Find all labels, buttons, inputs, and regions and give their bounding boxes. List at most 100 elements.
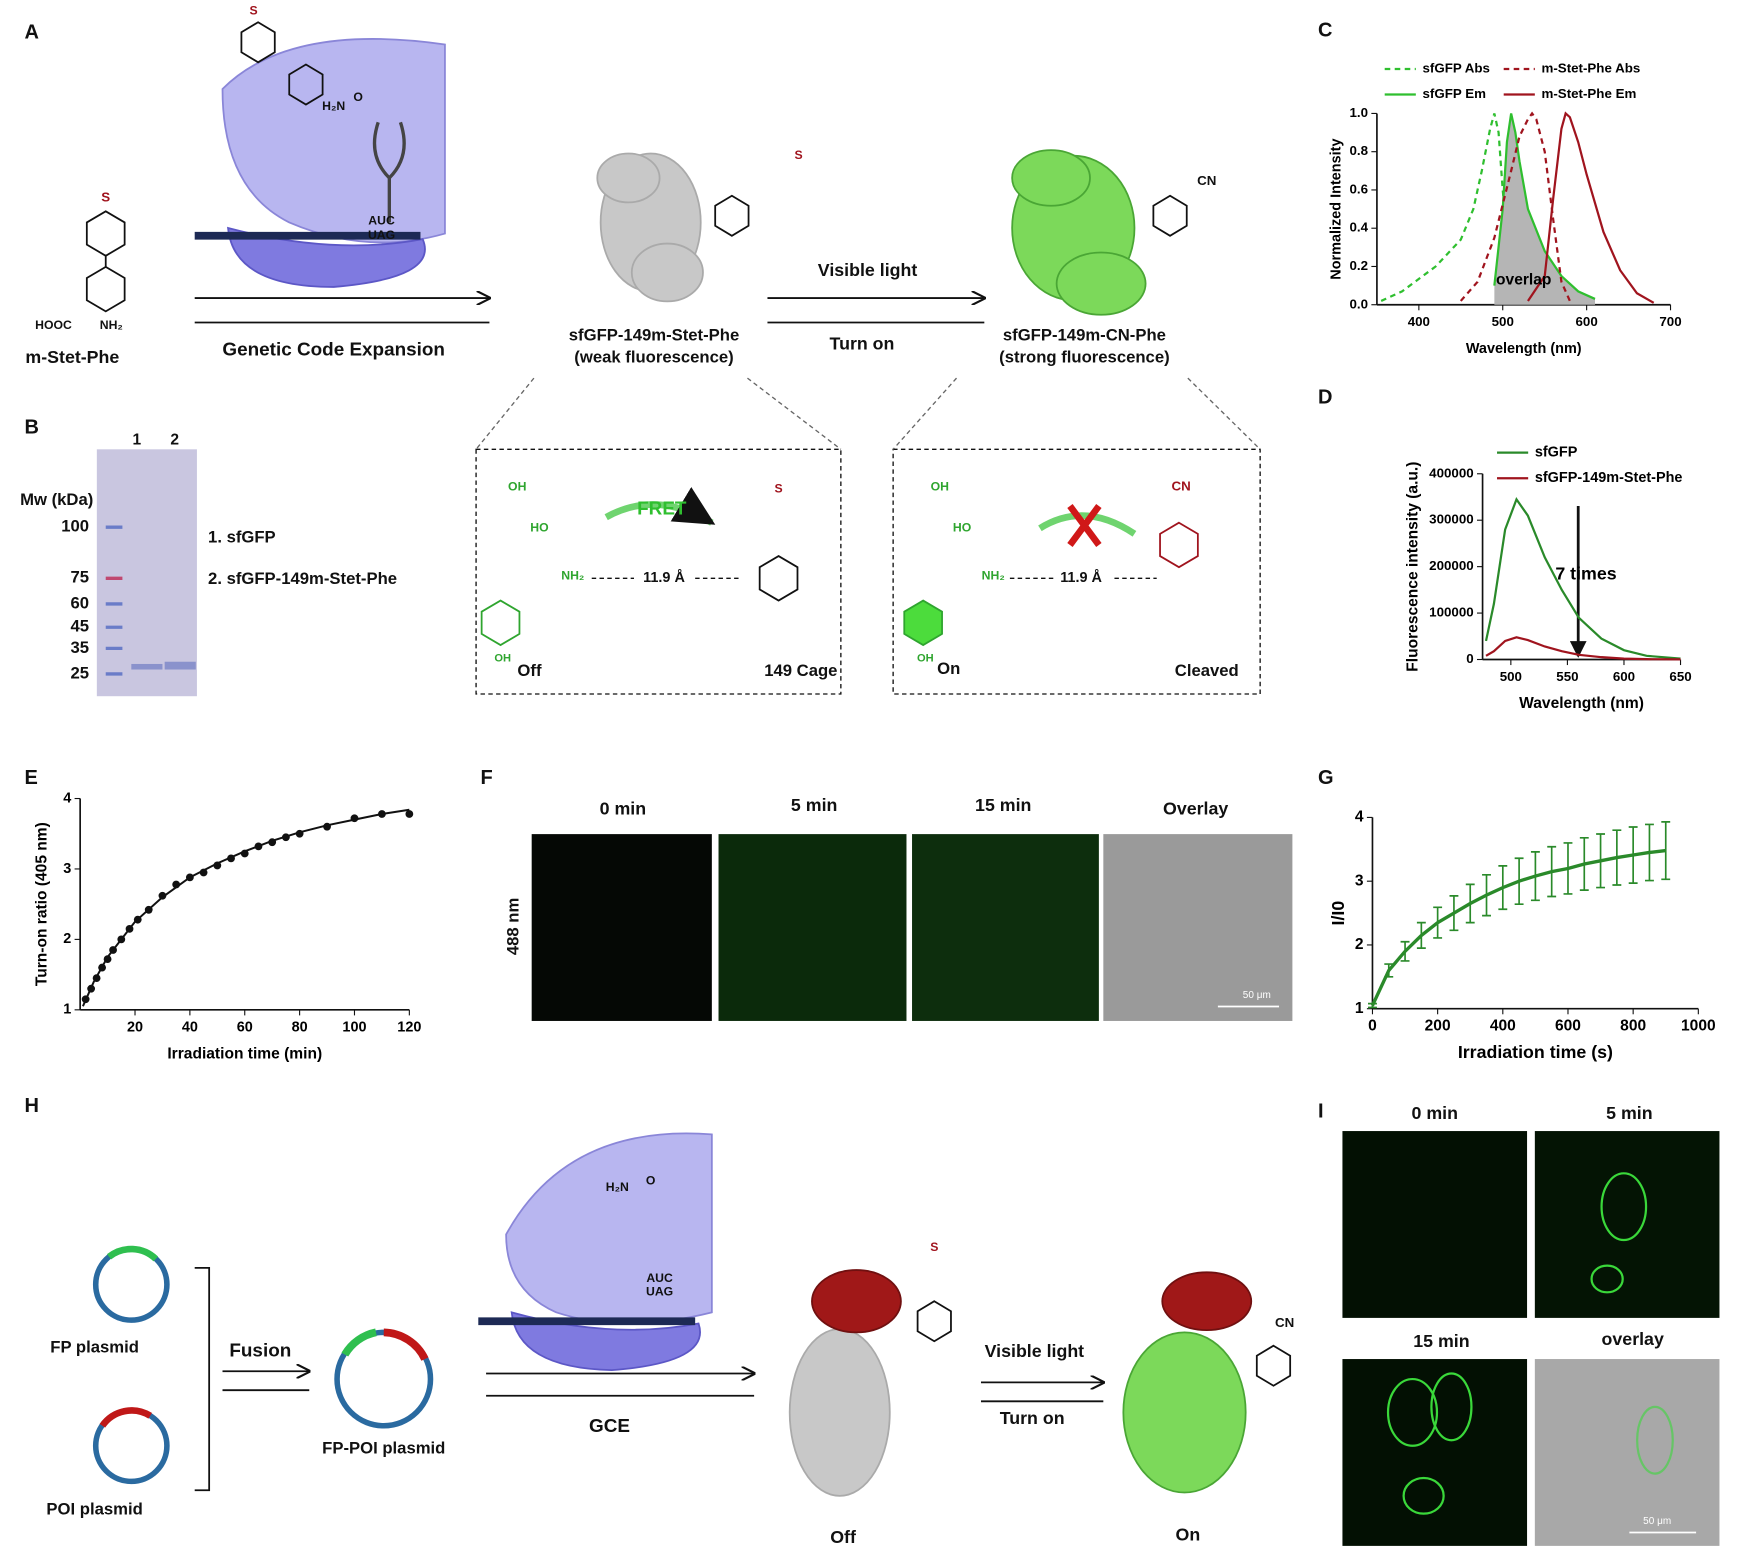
label: overlay (1602, 1329, 1664, 1349)
gel (96, 449, 197, 697)
y-tick-label: 400000 (1429, 465, 1473, 480)
x-tick-label: 500 (1492, 314, 1514, 329)
x-tick-label: 400 (1490, 1018, 1516, 1035)
label: Off (830, 1527, 856, 1547)
label: 2 (170, 432, 179, 449)
legend-label: m-Stet-Phe Em (1542, 86, 1637, 101)
x-tick-label: 500 (1500, 669, 1522, 684)
label: 75 (70, 568, 89, 587)
x-axis-label: Wavelength (nm) (1466, 341, 1582, 357)
label: 100 (61, 517, 89, 536)
annotation: 7 times (1555, 564, 1616, 584)
point (323, 822, 331, 831)
label: Turn on (1000, 1408, 1065, 1428)
label: Visible light (818, 260, 918, 280)
label: S (930, 1240, 938, 1254)
point (158, 891, 167, 900)
panel-label: G (1318, 767, 1334, 789)
x-tick-label: 120 (397, 1019, 421, 1035)
line (1484, 496, 1681, 660)
panel-label: C (1318, 19, 1332, 41)
y-tick-label: 4 (63, 790, 71, 806)
point (87, 984, 96, 993)
fusion-protein (811, 1269, 902, 1334)
label: Fusion (229, 1340, 291, 1361)
legend-label: m-Stet-Phe Abs (1542, 60, 1641, 75)
label: CN (1275, 1315, 1294, 1330)
label: 0 min (1412, 1103, 1458, 1123)
label: 1. sfGFP (208, 528, 276, 547)
y-tick-label: 2 (63, 931, 71, 947)
point (405, 810, 414, 818)
plasmid-gene (341, 1328, 377, 1357)
label: On (1175, 1525, 1200, 1545)
x-tick-label: 200 (1425, 1018, 1451, 1035)
x-tick-label: 1000 (1681, 1018, 1716, 1035)
y-tick-label: 1 (63, 1002, 71, 1018)
label: 5 min (791, 795, 837, 815)
y-axis-label: Turn-on ratio (405 nm) (33, 822, 50, 986)
micrograph (1534, 1131, 1720, 1318)
label: Genetic Code Expansion (222, 339, 445, 360)
point (227, 854, 235, 863)
label: 60 (70, 593, 89, 612)
y-tick-label: 0.0 (1349, 296, 1368, 311)
protein-on (1122, 1331, 1247, 1494)
dashed-box (475, 377, 1261, 695)
ring (1255, 1344, 1292, 1387)
x-tick-label: 0 (1368, 1018, 1377, 1035)
point (92, 974, 101, 983)
y-tick-label: 3 (63, 861, 71, 877)
line (1370, 848, 1666, 1007)
label: GCE (589, 1416, 630, 1437)
x-tick-label: 100 (342, 1019, 366, 1035)
label: 0 min (600, 798, 646, 818)
x-tick-label: 600 (1576, 314, 1598, 329)
label: (weak fluorescence) (574, 348, 733, 367)
point (81, 995, 90, 1004)
x-axis-label: Wavelength (nm) (1519, 695, 1644, 712)
label: 15 min (1413, 1331, 1469, 1351)
plasmid-gene (383, 1328, 429, 1361)
point (144, 905, 153, 914)
label: Overlay (1163, 798, 1228, 818)
line (1527, 111, 1655, 304)
ladder (105, 525, 123, 676)
label: 50 μm (1643, 1516, 1671, 1527)
panel-label: H (25, 1095, 39, 1117)
label: OH (494, 652, 511, 664)
x-tick-label: 40 (182, 1019, 198, 1035)
y-tick-label: 0.4 (1349, 220, 1368, 235)
label: CN (1172, 479, 1191, 494)
label: O (353, 90, 363, 104)
y-tick-label: 200000 (1429, 558, 1473, 573)
label: H₂N (322, 99, 345, 113)
point (378, 810, 386, 818)
micrograph (718, 834, 907, 1021)
label: On (937, 659, 960, 678)
protein-off (596, 152, 704, 303)
point (133, 915, 142, 924)
y-tick-label: 0.6 (1349, 181, 1368, 196)
label: OH (508, 479, 526, 493)
panel-label: F (481, 767, 493, 789)
x-axis-label: Irradiation time (s) (1458, 1042, 1613, 1062)
y-axis-label: Fluorescence intensity (a.u.) (1405, 462, 1422, 672)
fusion-protein (1161, 1271, 1253, 1332)
point (185, 873, 194, 882)
ring (758, 555, 799, 602)
label: UAG (646, 1285, 673, 1299)
y-tick-label: 0 (1466, 651, 1473, 666)
y-tick-label: 100000 (1429, 605, 1473, 620)
band (131, 663, 163, 670)
label: 149 Cage (764, 661, 837, 680)
x-tick-label: 60 (237, 1019, 253, 1035)
label: 50 μm (1243, 990, 1271, 1001)
line (1485, 636, 1681, 661)
ring (240, 21, 276, 64)
label: m-Stet-Phe (25, 347, 119, 367)
label: AUC (368, 214, 395, 228)
point (103, 955, 112, 964)
label: 5 min (1606, 1103, 1652, 1123)
schematic (85, 21, 1720, 1546)
